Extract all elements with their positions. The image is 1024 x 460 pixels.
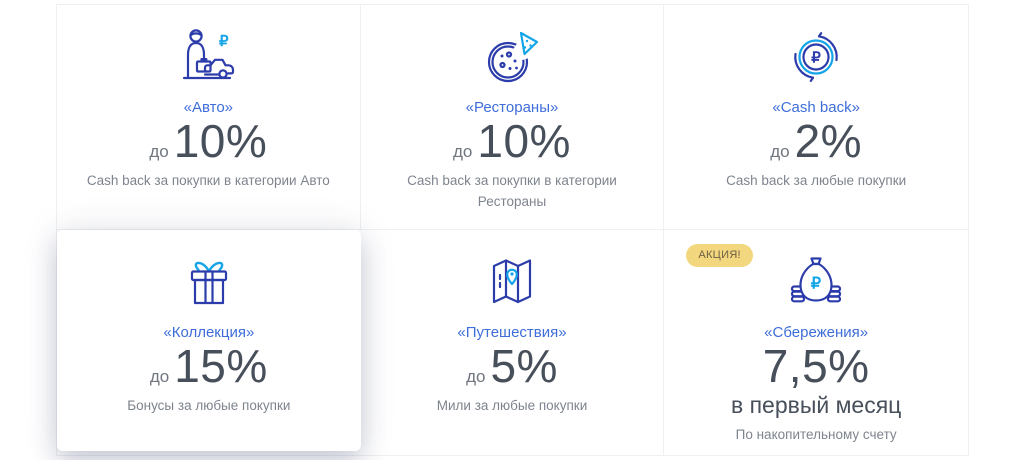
card-auto[interactable]: ₽ «Авто» до 10% Cash back за покупки в к… (57, 5, 360, 229)
rate-line: до 15% (149, 340, 268, 392)
card-title-link[interactable]: «Путешествия» (457, 324, 567, 341)
rate-prefix: до (770, 142, 790, 161)
card-subtitle: Бонусы за любые покупки (127, 398, 291, 414)
rate-value: 2% (794, 115, 863, 167)
cell-auto: ₽ «Авто» до 10% Cash back за покупки в к… (57, 5, 361, 230)
cell-travel: «Путешествия» до 5% Мили за любые покупк… (360, 230, 665, 455)
rate-value: 15% (174, 340, 268, 392)
card-subtitle: Мили за любые покупки (436, 398, 588, 414)
rate-line: до 2% (770, 115, 863, 167)
card-title-link[interactable]: «Авто» (183, 99, 234, 116)
money-bag-icon: ₽ (783, 247, 849, 317)
card-title-link[interactable]: «Cash back» (772, 99, 860, 116)
rate-note: в первый месяц (730, 392, 902, 419)
card-title-link[interactable]: «Рестораны» (465, 99, 559, 116)
rate-value: 10% (477, 115, 571, 167)
ruble-cycle-icon: ₽ (784, 22, 848, 92)
svg-text:₽: ₽ (811, 276, 821, 293)
gift-box-icon (177, 247, 241, 317)
card-savings[interactable]: АКЦИЯ! ₽ «Сбережения» (664, 230, 968, 455)
car-driver-ruble-icon: ₽ (173, 22, 243, 92)
rate-value: 5% (490, 340, 558, 392)
card-cashback[interactable]: ₽ «Cash back» до 2% Cash back за любые п… (664, 5, 968, 229)
pizza-icon (479, 22, 545, 92)
svg-text:₽: ₽ (811, 50, 821, 67)
rate-prefix: до (149, 142, 169, 161)
cell-savings: АКЦИЯ! ₽ «Сбережения» (664, 230, 968, 455)
promo-badge: АКЦИЯ! (686, 244, 753, 267)
cell-collection: «Коллекция» до 15% Бонусы за любые покуп… (57, 230, 361, 455)
card-subtitle: По накопительному счету (735, 427, 897, 443)
rate-line: до 10% (149, 115, 268, 167)
rate-line: до 5% (466, 340, 558, 392)
map-pin-icon (480, 247, 544, 317)
card-title-link[interactable]: «Сбережения» (764, 324, 869, 341)
rate-prefix: до (149, 367, 170, 386)
card-title-link[interactable]: «Коллекция» (163, 324, 255, 341)
rate-prefix: до (453, 142, 473, 161)
rate-prefix: до (466, 367, 486, 386)
benefits-grid: ₽ «Авто» до 10% Cash back за покупки в к… (56, 4, 969, 456)
rate-line: до 10% (453, 115, 571, 167)
card-restaurants[interactable]: «Рестораны» до 10% Cash back за покупки … (361, 5, 664, 229)
cell-cashback: ₽ «Cash back» до 2% Cash back за любые п… (664, 5, 968, 230)
card-subtitle: Cash back за любые покупки (726, 173, 907, 189)
rate-value: 7,5% (762, 340, 870, 392)
card-collection[interactable]: «Коллекция» до 15% Бонусы за любые покуп… (57, 230, 361, 451)
card-travel[interactable]: «Путешествия» до 5% Мили за любые покупк… (361, 230, 664, 455)
card-subtitle: Cash back за покупки в категории Авто (86, 173, 330, 189)
card-subtitle: Cash back за покупки в категории Рестора… (407, 173, 617, 209)
rate-line: 7,5% (762, 340, 870, 392)
rate-value: 10% (173, 115, 268, 167)
svg-text:₽: ₽ (219, 33, 229, 50)
cell-restaurants: «Рестораны» до 10% Cash back за покупки … (360, 5, 665, 230)
